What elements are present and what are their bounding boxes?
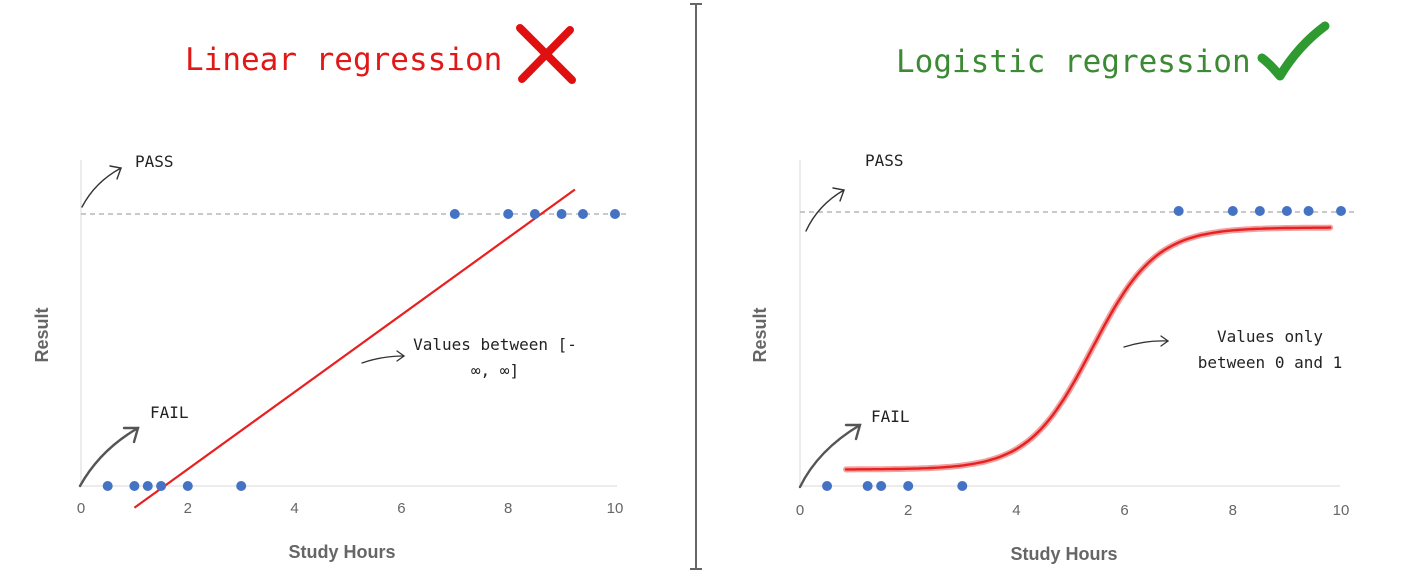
right-x-axis-label: Study Hours xyxy=(1010,544,1117,564)
left-title: Linear regression xyxy=(185,42,502,78)
right-data-point xyxy=(1173,206,1184,216)
right-x-tick-label: 8 xyxy=(1229,502,1237,519)
right-values-note: Values only between 0 and 1 xyxy=(1197,327,1343,372)
left-data-point xyxy=(142,481,153,491)
right-data-point xyxy=(1254,206,1265,216)
left-data-point xyxy=(156,481,167,491)
left-fail-arrow-icon xyxy=(78,426,140,488)
right-fit-curve xyxy=(843,224,1334,473)
right-pass-arrow-icon xyxy=(805,187,845,232)
left-data-point xyxy=(236,481,247,491)
right-data-point xyxy=(1281,206,1292,216)
left-y-axis-label: Result xyxy=(32,307,52,362)
left-x-tick-label: 6 xyxy=(397,500,405,517)
left-values-note-box: Values between [-∞, ∞] xyxy=(413,335,577,380)
left-data-point xyxy=(449,209,460,219)
right-x-tick-label: 6 xyxy=(1120,502,1128,519)
right-values-note-box: Values only between 0 and 1 xyxy=(1197,327,1343,372)
left-data-point xyxy=(102,481,113,491)
right-data-point xyxy=(903,481,914,491)
right-panel: Logistic regression 0 2 4 6 8 10 Study Hours … xyxy=(750,21,1355,564)
right-x-tick-label: 10 xyxy=(1333,502,1350,519)
left-data-point xyxy=(503,209,514,219)
left-x-tick-label: 0 xyxy=(77,500,85,517)
left-data-point xyxy=(182,481,193,491)
left-data-points xyxy=(102,209,620,491)
left-x-tick-label: 4 xyxy=(290,500,298,517)
left-data-point xyxy=(129,481,140,491)
right-x-tick-label: 4 xyxy=(1012,502,1020,519)
right-data-point xyxy=(1303,206,1314,216)
left-data-point xyxy=(556,209,567,219)
right-fail-label: FAIL xyxy=(871,407,910,426)
left-data-point xyxy=(610,209,620,219)
right-y-axis-label: Result xyxy=(750,307,770,362)
left-regression-line xyxy=(133,188,576,509)
check-mark-icon xyxy=(1257,21,1330,81)
right-x-tick-label: 2 xyxy=(904,502,912,519)
left-pass-arrow-icon xyxy=(81,165,122,208)
right-fail-arrow-icon xyxy=(798,423,862,489)
right-data-points xyxy=(822,206,1346,491)
right-data-point xyxy=(957,481,968,491)
left-x-tick-label: 2 xyxy=(184,500,192,517)
right-data-point xyxy=(862,481,873,491)
left-values-arrow-icon xyxy=(361,350,406,364)
right-title: Logistic regression xyxy=(896,44,1251,80)
left-data-point xyxy=(577,209,588,219)
left-pass-label: PASS xyxy=(135,152,174,171)
left-x-tick-labels: 0 2 4 6 8 10 xyxy=(77,500,624,517)
left-values-note: Values between [-∞, ∞] xyxy=(413,335,577,380)
left-data-point xyxy=(529,209,540,219)
right-values-arrow-icon xyxy=(1123,335,1170,348)
right-data-point xyxy=(1336,206,1346,216)
left-fit-line xyxy=(133,188,576,509)
right-data-point xyxy=(1227,206,1238,216)
left-panel: Linear regression 0 2 4 6 8 10 Study Hours Re… xyxy=(32,24,630,562)
right-x-tick-label: 0 xyxy=(796,502,804,519)
left-x-tick-label: 8 xyxy=(504,500,512,517)
cross-mark-icon xyxy=(516,24,576,84)
left-x-axis-label: Study Hours xyxy=(288,542,395,562)
left-x-tick-label: 10 xyxy=(607,500,624,517)
right-sigmoid-curve xyxy=(844,226,1332,471)
right-data-point xyxy=(822,481,833,491)
left-fail-label: FAIL xyxy=(150,403,189,422)
right-data-point xyxy=(876,481,887,491)
right-x-tick-labels: 0 2 4 6 8 10 xyxy=(796,502,1350,519)
right-pass-label: PASS xyxy=(865,151,904,170)
